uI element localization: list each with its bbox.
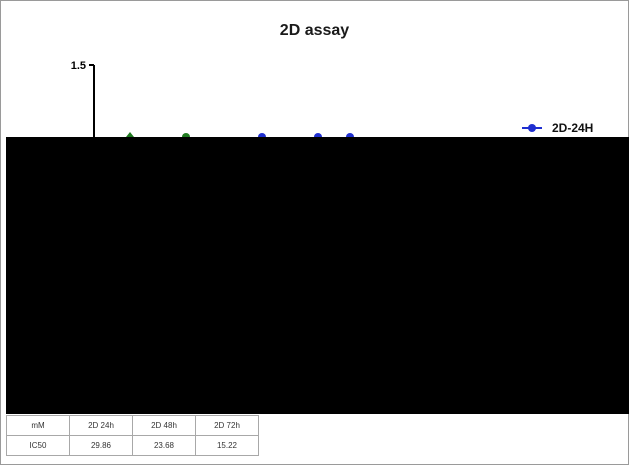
y-tick-label: 1.5 xyxy=(71,60,86,72)
table-cell: 2D 72h xyxy=(195,415,259,436)
table-cell: mM xyxy=(6,415,70,436)
table-cell: 29.86 xyxy=(69,435,133,456)
table-cell: 2D 48h xyxy=(132,415,196,436)
table-row: IC50 29.86 23.68 15.22 xyxy=(6,435,259,456)
table-cell: 15.22 xyxy=(195,435,259,456)
table-cell: IC50 xyxy=(6,435,70,456)
ic50-table: mM 2D 24h 2D 48h 2D 72h IC50 29.86 23.68 15.22 xyxy=(6,415,259,456)
legend-marker xyxy=(528,124,536,132)
table-cell: 23.68 xyxy=(132,435,196,456)
legend-label: 2D-24H xyxy=(552,121,593,135)
chart-title: 2D assay xyxy=(279,22,350,39)
table-row: mM 2D 24h 2D 48h 2D 72h xyxy=(6,415,259,436)
black-occlusion-block xyxy=(6,137,629,414)
data-point xyxy=(126,132,134,137)
table-cell: 2D 24h xyxy=(69,415,133,436)
